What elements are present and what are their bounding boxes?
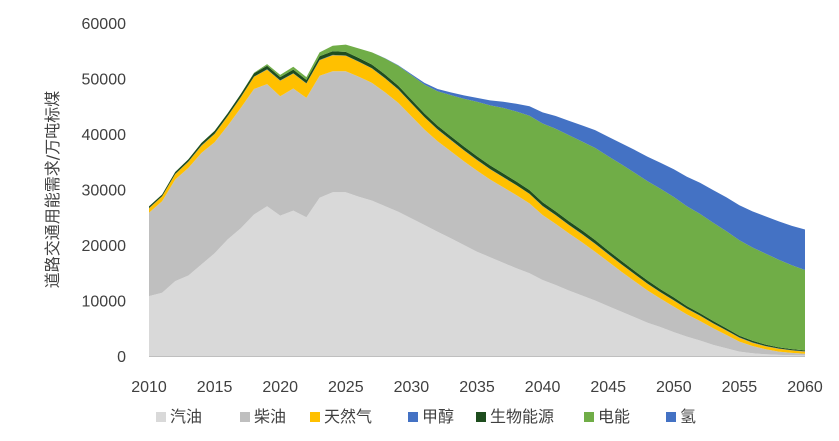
- legend-swatch-6: [584, 412, 594, 422]
- x-tick-label: 2040: [525, 379, 561, 396]
- legend-swatch-4: [408, 412, 418, 422]
- x-tick-label: 2045: [590, 379, 626, 396]
- legend-label-2: 柴油: [254, 407, 286, 426]
- y-axis-label: 道路交通用能需求/万吨标煤: [43, 91, 62, 288]
- legend-swatch-2: [240, 412, 250, 422]
- x-tick-label: 2060: [787, 379, 823, 396]
- x-tick-label: 2020: [262, 379, 298, 396]
- legend-swatch-3: [310, 412, 320, 422]
- y-axis-ticks: 0 10000 20000 30000 40000 50000 60000: [82, 16, 127, 366]
- legend-label-1: 汽油: [170, 407, 202, 426]
- x-tick-label: 2050: [656, 379, 692, 396]
- y-tick-label: 60000: [82, 16, 127, 33]
- x-tick-label: 2035: [459, 379, 495, 396]
- legend: 汽油 柴油 天然气 甲醇 生物能源 电能 氢: [156, 407, 696, 426]
- legend-swatch-5: [476, 412, 486, 422]
- area-2: [149, 71, 805, 356]
- x-tick-label: 2025: [328, 379, 364, 396]
- y-tick-label: 50000: [82, 72, 127, 89]
- legend-label-6: 电能: [598, 407, 630, 426]
- area-1: [149, 192, 805, 356]
- area-6: [149, 44, 805, 351]
- x-tick-label: 2015: [197, 379, 233, 396]
- y-tick-label: 40000: [82, 127, 127, 144]
- y-tick-label: 20000: [82, 238, 127, 255]
- area-5: [149, 51, 805, 352]
- legend-label-7: 氢: [680, 407, 696, 426]
- y-tick-label: 0: [117, 349, 126, 366]
- x-tick-label: 2010: [131, 379, 167, 396]
- legend-label-4: 甲醇: [422, 407, 454, 426]
- legend-swatch-7: [666, 412, 676, 422]
- y-tick-label: 30000: [82, 183, 127, 200]
- legend-label-3: 天然气: [324, 407, 372, 426]
- plot-areas: [149, 44, 805, 356]
- x-tick-label: 2030: [394, 379, 430, 396]
- legend-swatch-1: [156, 412, 166, 422]
- x-tick-label: 2055: [722, 379, 758, 396]
- legend-label-5: 生物能源: [490, 407, 554, 426]
- y-tick-label: 10000: [82, 294, 127, 311]
- x-axis-ticks: 2010 2015 2020 2025 2030 2035 2040 2045 2050 2055…: [131, 379, 823, 396]
- area-3: [149, 55, 805, 354]
